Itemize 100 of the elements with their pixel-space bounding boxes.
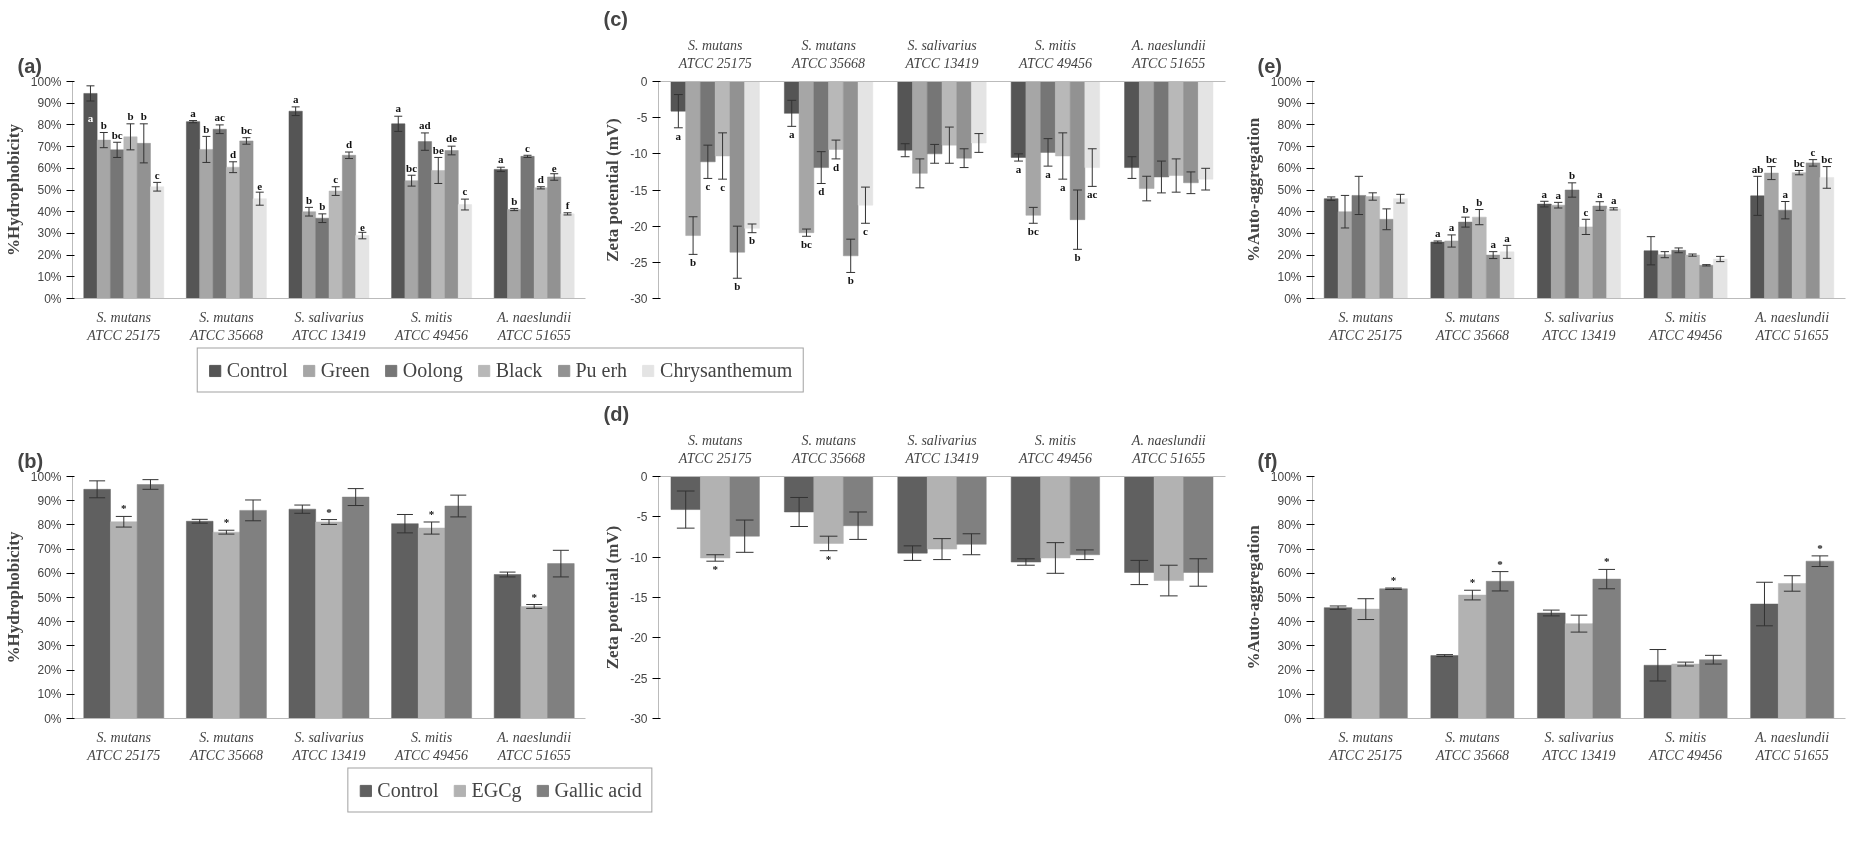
chart-title: (d) <box>603 402 630 425</box>
data-label: e <box>359 220 365 233</box>
data-label: b <box>734 279 741 292</box>
data-label: ac <box>1087 188 1098 201</box>
y-axis-title: Zeta potential (mV) <box>603 118 623 262</box>
data-label: a <box>1490 237 1497 250</box>
x-tick-label: S. salivarius ATCC 13419 <box>904 37 979 71</box>
data-label: a <box>1782 187 1789 200</box>
x-tick-label: S. mutans ATCC 25175 <box>677 432 752 466</box>
y-tick-label: 50% <box>37 183 62 197</box>
y-tick-label: -10 <box>630 147 648 162</box>
y-tick-label: 0% <box>44 291 62 306</box>
legend-label: Pu erh <box>575 358 628 382</box>
x-tick-label: S. mitis ATCC 49456 <box>1017 432 1092 466</box>
y-tick-label: 80% <box>37 517 62 532</box>
y-axis-title: %Hydrophobicity <box>3 531 23 664</box>
y-tick-label: 60% <box>1277 161 1302 176</box>
data-label: a <box>292 93 299 106</box>
data-label: bc <box>1821 152 1833 165</box>
data-label: b <box>100 118 107 131</box>
data-label: * <box>223 516 230 529</box>
y-axis-title: %Auto-aggregation <box>1243 524 1263 670</box>
x-tick-label: S. mutans ATCC 35668 <box>1434 309 1509 343</box>
data-label: d <box>818 185 825 198</box>
data-label: a <box>395 102 402 115</box>
y-tick-label: 20% <box>1277 248 1302 263</box>
x-tick-label: S. salivarius ATCC 13419 <box>1541 309 1616 343</box>
y-tick-label: -5 <box>636 510 648 525</box>
legend-label: Gallic acid <box>554 778 642 802</box>
data-label: * <box>531 590 538 603</box>
data-label: bc <box>1793 156 1805 169</box>
y-tick-label: -15 <box>630 591 648 605</box>
data-label: bc <box>1765 152 1778 165</box>
data-label: e <box>551 161 557 174</box>
x-tick-label: S. mutans ATCC 35668 <box>791 37 866 71</box>
y-tick-label: 10% <box>1277 687 1302 702</box>
data-label: bc <box>406 161 418 174</box>
y-tick-label: 40% <box>37 204 62 219</box>
data-label: a <box>1435 227 1442 240</box>
data-label: e <box>257 180 263 193</box>
legend-label: Green <box>320 358 370 382</box>
x-tick-label: A. naeslundii ATCC 51655 <box>1130 432 1206 466</box>
data-label: * <box>1390 574 1397 587</box>
x-tick-label: S. mitis ATCC 49456 <box>394 729 469 763</box>
x-tick-label: S. mutans ATCC 35668 <box>188 309 263 343</box>
data-label: c <box>863 225 869 238</box>
y-tick-label: 80% <box>1277 517 1302 532</box>
y-tick-label: 10% <box>37 687 62 702</box>
data-label: b <box>319 200 326 213</box>
data-label: b <box>1476 195 1483 208</box>
legend-label: Chrysanthemum <box>660 358 793 382</box>
y-tick-label: 10% <box>37 269 62 284</box>
y-tick-label: 70% <box>37 542 62 557</box>
data-label: ab <box>1751 162 1764 175</box>
data-label: c <box>525 141 531 154</box>
data-label: * <box>428 508 435 521</box>
data-label: ad <box>419 119 431 132</box>
y-tick-label: 20% <box>1277 663 1302 678</box>
x-tick-label: S. mitis ATCC 49456 <box>1017 37 1092 71</box>
data-label: * <box>712 563 719 576</box>
legend-label: Oolong <box>402 358 463 382</box>
data-label: be <box>432 143 444 156</box>
x-tick-label: S. mitis ATCC 49456 <box>1648 309 1723 343</box>
y-tick-label: 50% <box>37 590 62 605</box>
y-axis-title: Zeta potential (mV) <box>603 525 623 670</box>
data-label: b <box>690 256 697 269</box>
x-tick-label: A. naeslundii ATCC 51655 <box>1130 37 1206 71</box>
data-label: b <box>847 274 854 287</box>
data-label: * <box>1603 555 1610 568</box>
data-label: bc <box>1027 225 1039 238</box>
data-label: b <box>511 194 518 207</box>
y-tick-label: 20% <box>37 248 62 263</box>
data-label: * <box>1817 541 1824 554</box>
x-tick-label: S. salivarius ATCC 13419 <box>291 729 366 763</box>
data-label: ac <box>214 111 226 124</box>
data-label: d <box>537 173 544 186</box>
y-tick-label: 90% <box>37 96 62 111</box>
legend-label: EGCg <box>471 778 522 802</box>
data-label: de <box>446 132 458 145</box>
x-tick-label: S. mutans ATCC 35668 <box>791 432 866 466</box>
y-tick-label: 90% <box>1277 96 1302 111</box>
data-label: a <box>1448 221 1455 234</box>
data-label: c <box>154 168 160 181</box>
y-tick-label: 0% <box>1284 711 1302 726</box>
data-label: b <box>1074 251 1081 264</box>
data-label: * <box>825 552 832 565</box>
data-label: c <box>705 180 711 193</box>
legend-label: Control <box>226 358 288 382</box>
x-tick-label: S. mutans ATCC 25175 <box>1328 729 1403 763</box>
y-tick-label: 80% <box>1277 117 1302 132</box>
data-label: * <box>326 505 333 518</box>
data-label: b <box>1569 169 1576 182</box>
y-tick-label: 80% <box>37 117 62 132</box>
data-label: a <box>190 106 197 119</box>
x-tick-label: S. mutans ATCC 25175 <box>86 309 161 343</box>
y-tick-label: -5 <box>636 111 648 126</box>
y-tick-label: 20% <box>37 663 62 678</box>
x-tick-label: A. naeslundii ATCC 51655 <box>496 729 572 763</box>
x-tick-label: S. salivarius ATCC 13419 <box>904 432 979 466</box>
y-tick-label: 40% <box>1277 614 1302 629</box>
